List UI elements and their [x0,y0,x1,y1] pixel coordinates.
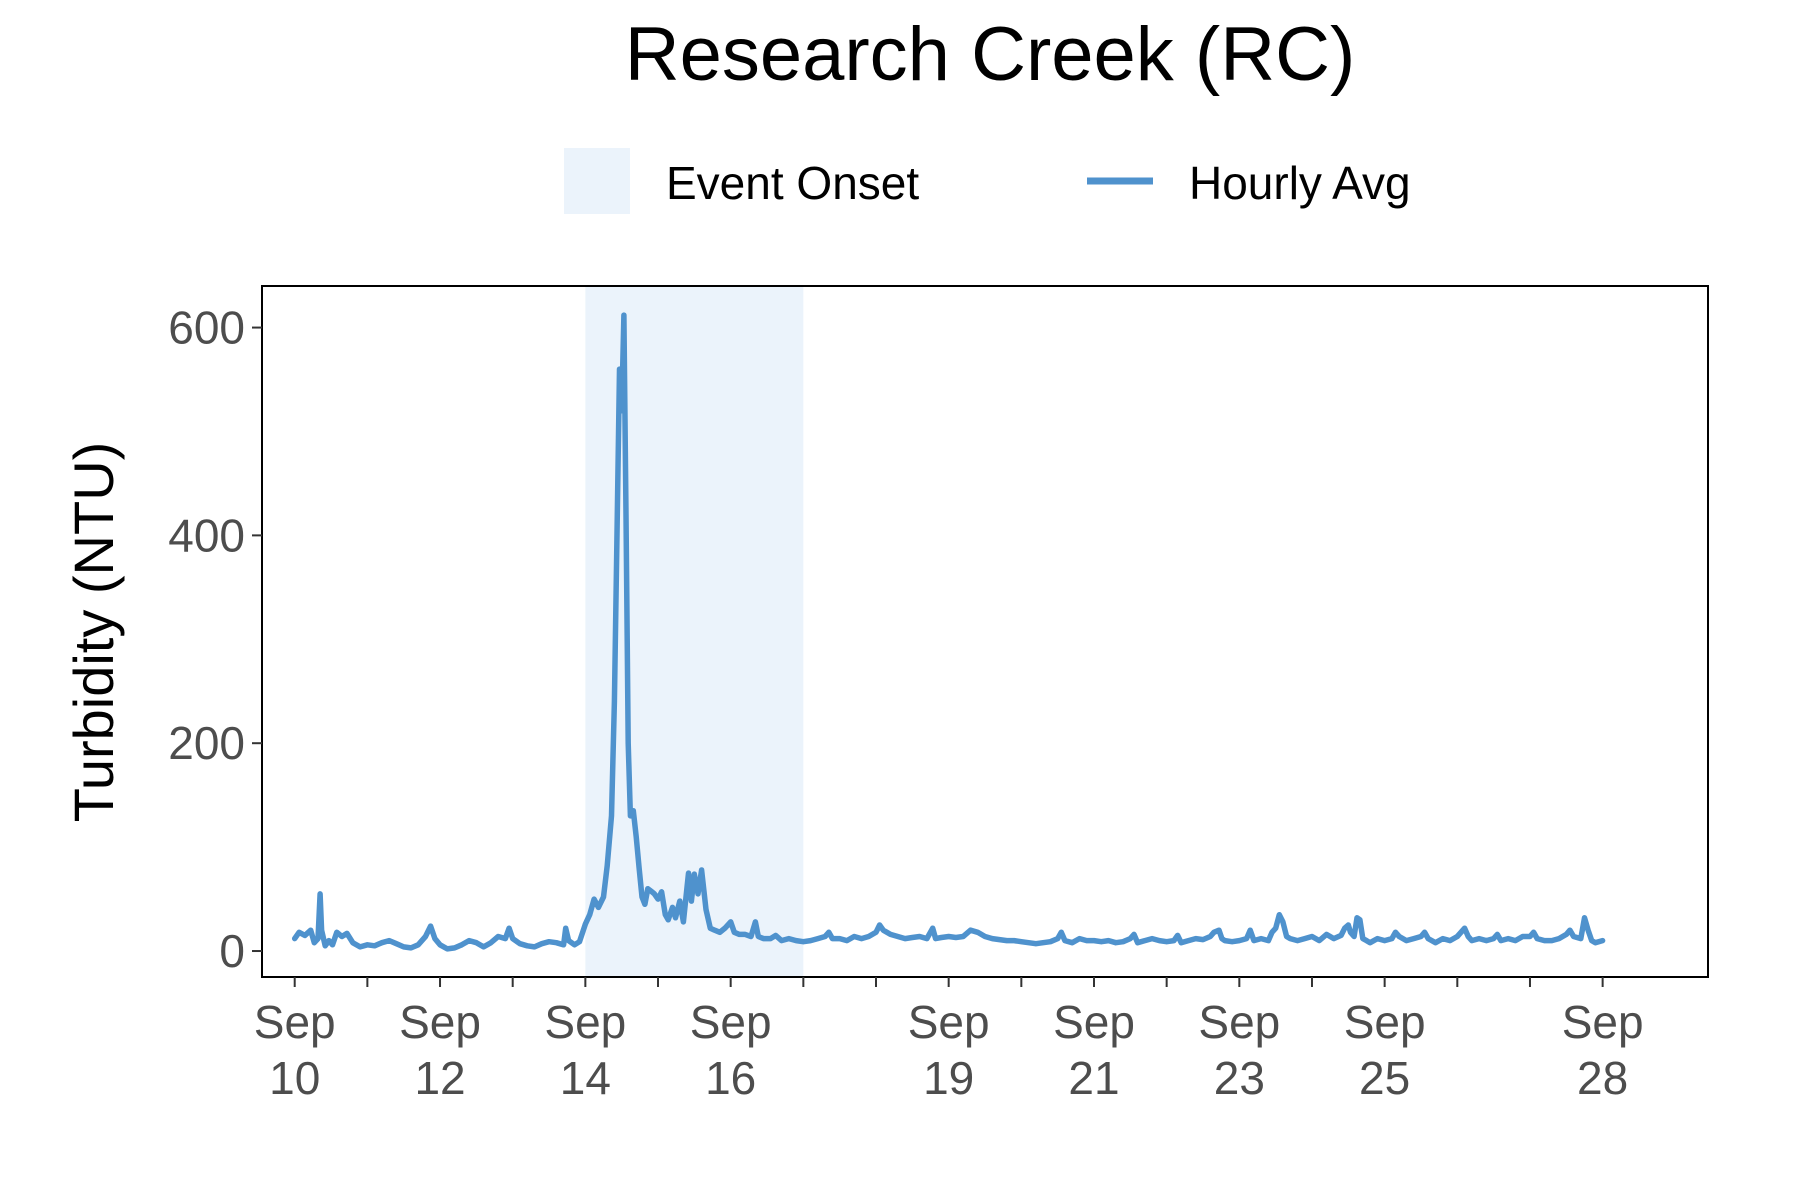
chart-title: Research Creek (RC) [625,12,1356,97]
plot-border [261,285,1709,978]
legend: Event Onset Hourly Avg [564,148,1411,214]
y-tick-label: 600 [168,302,245,354]
legend-label-hourly-avg: Hourly Avg [1189,157,1411,209]
x-tick-label: Sep 28 [1562,996,1644,1104]
x-tick-label: Sep 16 [690,996,772,1104]
x-tick-label: Sep 23 [1198,996,1280,1104]
legend-swatch-event-onset [564,148,630,214]
series-line-hourly-avg [291,312,1606,952]
y-tick-label: 200 [168,717,245,769]
x-tick-label: Sep 14 [544,996,626,1104]
x-tick-label: Sep 25 [1344,996,1426,1104]
x-tick-label: Sep 21 [1053,996,1135,1104]
y-tick-label: 400 [168,509,245,561]
x-tick-label: Sep 19 [908,996,990,1104]
x-tick-label: Sep 12 [399,996,481,1104]
x-tick-label: Sep 10 [254,996,336,1104]
y-axis-title: Turbidity (NTU) [62,442,125,823]
y-tick-label: 0 [219,925,245,977]
legend-label-event-onset: Event Onset [666,157,919,209]
